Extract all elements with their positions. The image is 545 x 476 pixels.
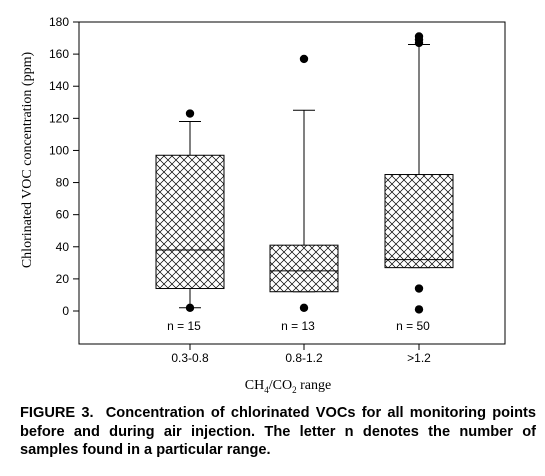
sample-count-label: n = 50 [396, 319, 430, 333]
outlier-point [185, 109, 195, 118]
y-tick-label: 120 [49, 111, 69, 125]
box-2: n = 13 [269, 54, 339, 333]
y-tick-label: 20 [56, 272, 70, 286]
outlier-point [299, 303, 309, 312]
boxes: n = 15 n = 13 n = 50 [155, 32, 454, 333]
x-axis-label: CH4/CO2 range [245, 378, 331, 395]
y-axis-label: Chlorinated VOC concentration (ppm) [20, 52, 35, 269]
figure-caption: FIGURE 3. Concentration of chlorinated V… [20, 404, 536, 460]
box-plot-figure: 0 20 40 60 80 100 120 140 160 180 0.3-0.8 0.8-1.2 >… [20, 15, 506, 395]
sample-count-label: n = 13 [281, 319, 315, 333]
y-tick-label: 180 [49, 15, 69, 29]
outlier-point [414, 284, 424, 293]
outlier-point [185, 303, 195, 312]
box-1: n = 15 [155, 109, 225, 333]
box-body [384, 174, 454, 269]
figure-caption-text: Concentration of chlorinated VOCs for al… [20, 405, 536, 458]
box-body [155, 154, 225, 290]
y-tick-label: 40 [56, 240, 70, 254]
y-tick-label: 60 [56, 208, 70, 222]
x-tick-label: 0.8-1.2 [285, 351, 323, 365]
box-body [269, 244, 339, 293]
figure-caption-label: FIGURE 3. [20, 405, 94, 421]
y-tick-label: 0 [62, 304, 69, 318]
x-tick-label: 0.3-0.8 [171, 351, 209, 365]
y-axis: 0 20 40 60 80 100 120 140 160 180 [49, 15, 79, 318]
x-axis: 0.3-0.8 0.8-1.2 >1.2 [171, 344, 431, 365]
outlier-point [414, 32, 424, 41]
sample-count-label: n = 15 [167, 319, 201, 333]
box-3: n = 50 [384, 32, 454, 333]
outlier-point [414, 305, 424, 314]
y-tick-label: 100 [49, 143, 69, 157]
x-tick-label: >1.2 [407, 351, 431, 365]
y-tick-label: 160 [49, 47, 69, 61]
outlier-point [299, 54, 309, 64]
y-tick-label: 140 [49, 79, 69, 93]
y-tick-label: 80 [56, 176, 70, 190]
